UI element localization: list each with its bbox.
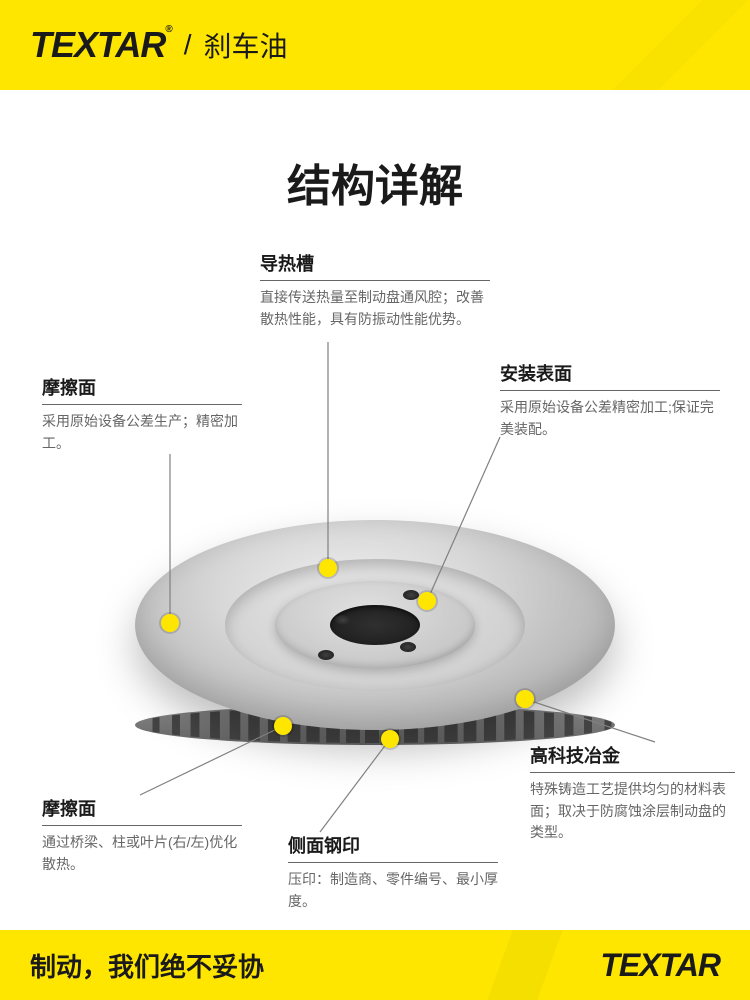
footer-brand-logo: TEXTAR [600, 947, 720, 984]
marker-friction_top [161, 614, 179, 632]
registered-mark: ® [165, 24, 171, 35]
header: TEXTAR® / 刹车油 [0, 0, 750, 90]
callout-friction_bottom: 摩擦面通过桥梁、柱或叶片(右/左)优化散热。 [42, 795, 242, 875]
callout-friction_top: 摩擦面采用原始设备公差生产；精密加工。 [42, 374, 242, 454]
footer: 制动，我们绝不妥协 TEXTAR [0, 930, 750, 1000]
callout-side_stamp: 侧面钢印压印：制造商、零件编号、最小厚度。 [288, 832, 498, 912]
callout-heat_groove: 导热槽直接传送热量至制动盘通风腔；改善散热性能，具有防振动性能优势。 [260, 250, 490, 330]
brand-text: TEXTAR [30, 24, 165, 65]
footer-slogan: 制动，我们绝不妥协 [30, 947, 264, 984]
disc-hub-hole [330, 605, 420, 645]
callout-title: 摩擦面 [42, 374, 242, 400]
brake-disc [135, 520, 615, 760]
marker-mount_surface [418, 592, 436, 610]
callout-body: 通过桥梁、柱或叶片(右/左)优化散热。 [42, 825, 242, 875]
callout-title: 高科技冶金 [530, 742, 735, 768]
footer-decoration [487, 930, 562, 1000]
callout-mount_surface: 安装表面采用原始设备公差精密加工;保证完美装配。 [500, 360, 720, 440]
marker-heat_groove [319, 559, 337, 577]
category-label: 刹车油 [203, 25, 287, 65]
callout-title: 侧面钢印 [288, 832, 498, 858]
brand-logo: TEXTAR® [30, 24, 172, 66]
callout-title: 导热槽 [260, 250, 490, 276]
callout-metallurgy: 高科技冶金特殊铸造工艺提供均匀的材料表面；取决于防腐蚀涂层制动盘的类型。 [530, 742, 735, 844]
diagram-area: 导热槽直接传送热量至制动盘通风腔；改善散热性能，具有防振动性能优势。摩擦面采用原… [0, 250, 750, 930]
callout-title: 安装表面 [500, 360, 720, 386]
separator: / [184, 29, 192, 61]
callout-body: 采用原始设备公差精密加工;保证完美装配。 [500, 390, 720, 440]
callout-body: 采用原始设备公差生产；精密加工。 [42, 404, 242, 454]
callout-title: 摩擦面 [42, 795, 242, 821]
callout-body: 压印：制造商、零件编号、最小厚度。 [288, 862, 498, 912]
marker-side_stamp [381, 730, 399, 748]
marker-metallurgy [516, 690, 534, 708]
callout-body: 特殊铸造工艺提供均匀的材料表面；取决于防腐蚀涂层制动盘的类型。 [530, 772, 735, 844]
callout-body: 直接传送热量至制动盘通风腔；改善散热性能，具有防振动性能优势。 [260, 280, 490, 330]
header-decoration [610, 0, 750, 90]
marker-friction_bottom [274, 717, 292, 735]
page-title: 结构详解 [0, 150, 750, 214]
main-content: 结构详解 导热槽直接传送热量至制动盘通风腔；改善散热性能，具有防振动性能优势。摩… [0, 90, 750, 930]
